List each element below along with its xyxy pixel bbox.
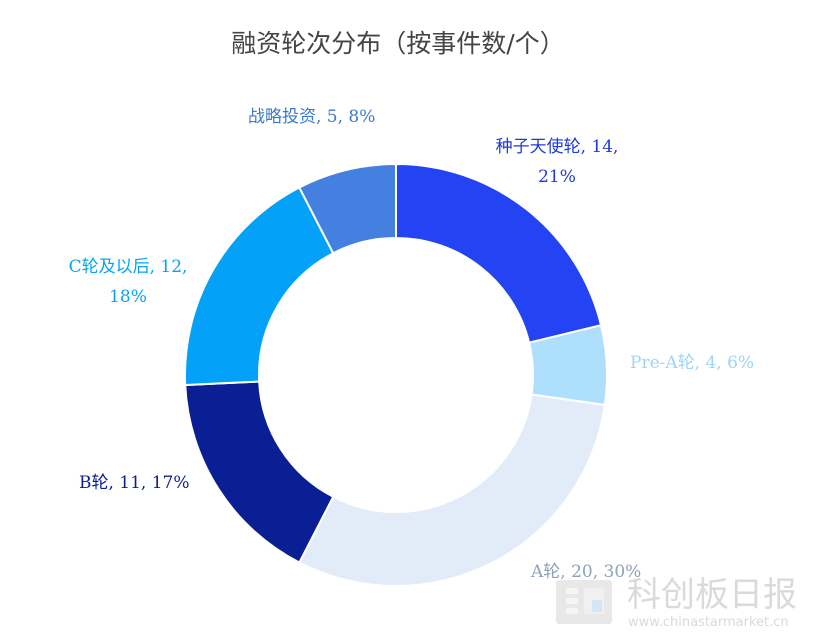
slice-label-2-line-0: A轮, 20, 30%	[530, 562, 641, 582]
slice-label-5-line-0: 战略投资, 5, 8%	[248, 107, 375, 127]
slice-label-1-line-0: Pre-A轮, 4, 6%	[630, 353, 754, 373]
watermark-logo-icon	[556, 580, 612, 624]
watermark-brand: 科创板日报	[627, 575, 797, 615]
slice-label-4-line-1: 18%	[109, 287, 147, 307]
slice-0	[395, 162, 603, 344]
labels-group: 种子天使轮, 14, 21% Pre-A轮, 4, 6% A轮, 20, 30% B轮,…	[69, 107, 754, 582]
slice-label-1: Pre-A轮, 4, 6%	[630, 353, 754, 373]
slice-label-0: 种子天使轮, 14, 21%	[496, 136, 619, 187]
slice-label-5: 战略投资, 5, 8%	[248, 107, 375, 127]
slice-label-2: A轮, 20, 30%	[530, 562, 641, 582]
slices-group	[184, 162, 608, 587]
slice-2	[297, 393, 606, 587]
chart-title: 融资轮次分布（按事件数/个）	[231, 29, 564, 58]
watermark: 科创板日报 www.chinastarmarket.cn	[556, 575, 797, 630]
slice-label-3: B轮, 11, 17%	[79, 473, 190, 493]
slice-3	[184, 380, 335, 564]
slice-label-3-line-0: B轮, 11, 17%	[79, 473, 190, 493]
slice-label-4-line-0: C轮及以后, 12,	[69, 257, 188, 277]
slice-label-0-line-1: 21%	[538, 167, 576, 187]
slice-label-4: C轮及以后, 12, 18%	[69, 257, 188, 307]
slice-label-0-line-0: 种子天使轮, 14,	[496, 136, 619, 157]
slice-4	[184, 186, 335, 387]
watermark-url: www.chinastarmarket.cn	[628, 615, 789, 630]
slice-5	[297, 162, 397, 255]
